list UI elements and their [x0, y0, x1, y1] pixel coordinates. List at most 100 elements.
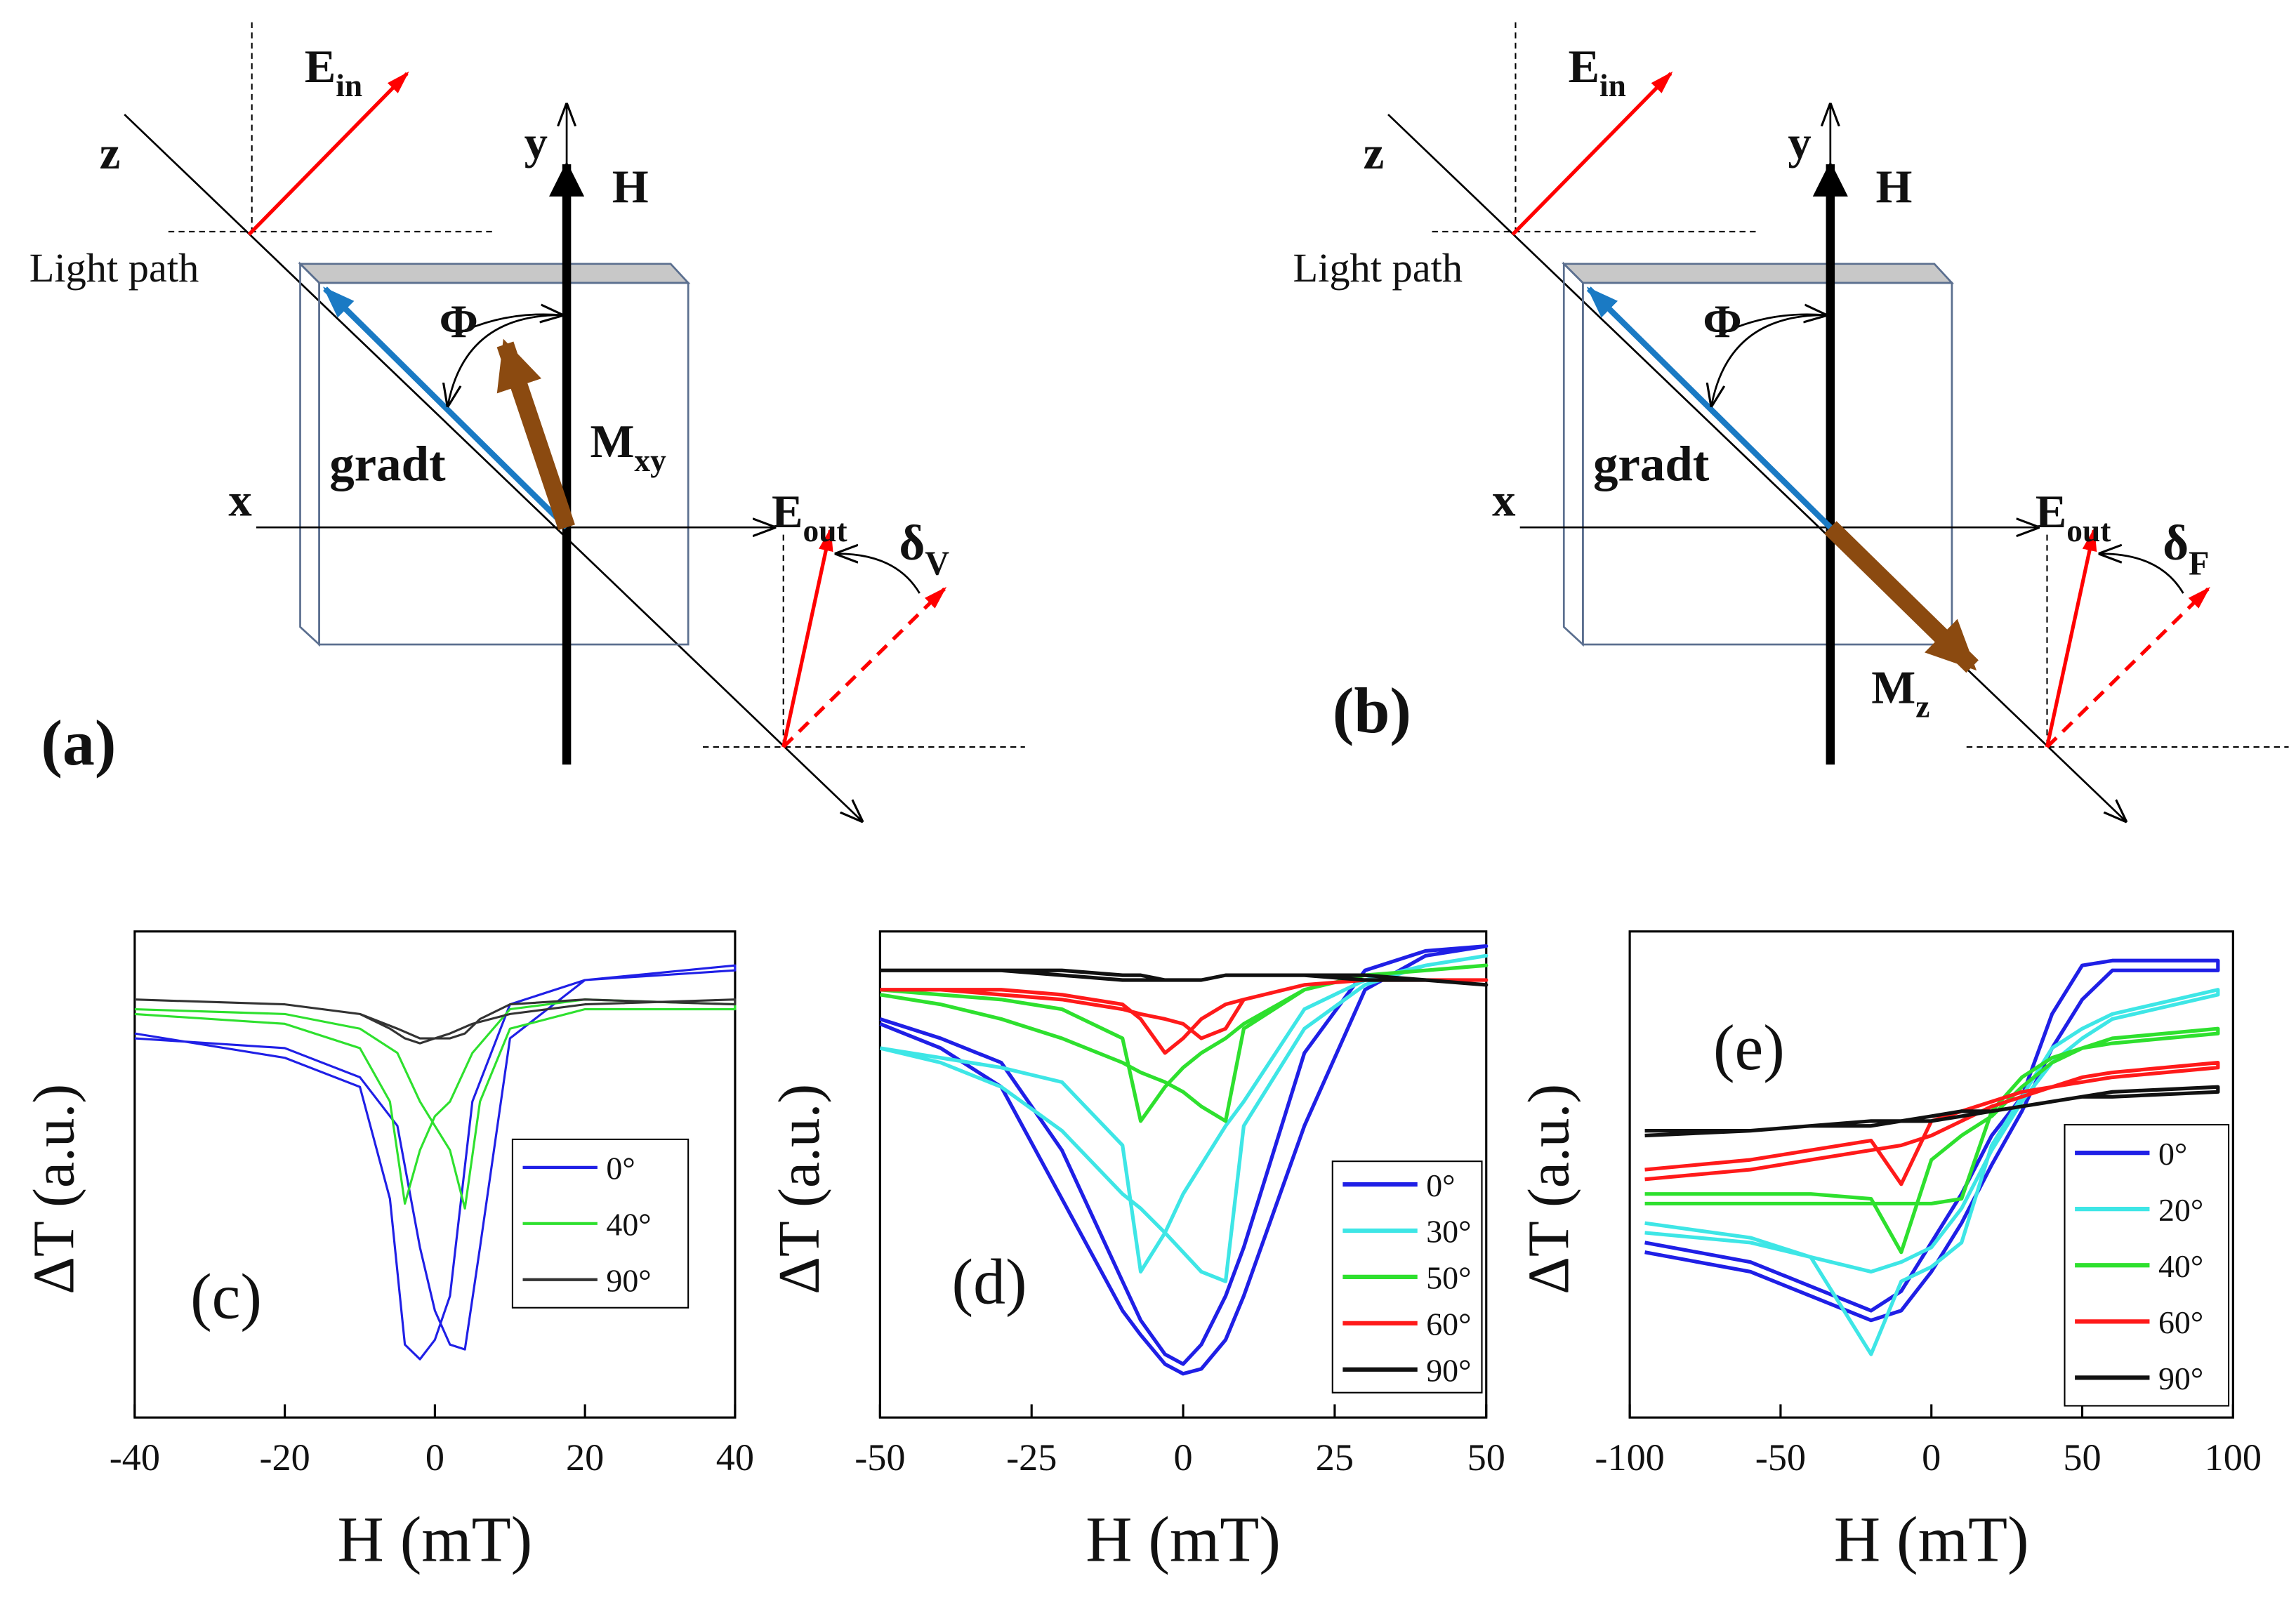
- legend-label: 60°: [1426, 1307, 1471, 1342]
- magnetization-label-sub: z: [1915, 689, 1929, 724]
- eout-label-base: E: [2036, 487, 2067, 538]
- eout-arrow: [2045, 527, 2097, 748]
- x-axis-title: H (mT): [1086, 1504, 1281, 1575]
- eout-label-sub: out: [803, 513, 847, 548]
- x-tick-label: 50: [2063, 1436, 2101, 1479]
- x-tick-label: -50: [1755, 1436, 1806, 1479]
- magnetization-label-base: M: [1871, 662, 1915, 713]
- x-axis-title: H (mT): [1834, 1504, 2029, 1575]
- ein-label-sub: in: [336, 68, 362, 103]
- data-line: [1644, 1061, 2220, 1186]
- panel-label: (a): [41, 707, 116, 779]
- y-label: y: [1788, 118, 1811, 169]
- data-line: [134, 964, 737, 1361]
- legend-label: 0°: [2158, 1136, 2187, 1172]
- x-tick-label: 100: [2205, 1436, 2262, 1479]
- data-line: [1644, 1085, 2220, 1138]
- field-label: H: [612, 161, 649, 213]
- data-line: [1644, 988, 2220, 1356]
- rotation-label-base: δ: [2163, 516, 2189, 571]
- box-front: [318, 282, 690, 646]
- panel-label: (b): [1333, 675, 1411, 746]
- magnetization-arrow: [1824, 521, 1979, 673]
- eout-label: Eout: [2036, 487, 2111, 548]
- x-tick-label: 20: [566, 1436, 604, 1479]
- x-tick-label: 0: [1922, 1436, 1941, 1479]
- x-tick-label: -40: [110, 1436, 160, 1479]
- panel-label: (c): [190, 1260, 262, 1332]
- data-line: [879, 953, 1489, 1283]
- rotation-arc: [2102, 554, 2184, 594]
- legend-label: 40°: [2158, 1248, 2203, 1284]
- angle-arc: [1712, 314, 1825, 404]
- z-label: z: [1364, 128, 1385, 179]
- magnetization-label-sub: xy: [634, 443, 666, 478]
- x-tick-label: 0: [425, 1436, 444, 1479]
- ein-projection: [781, 586, 947, 748]
- rotation-arc: [838, 554, 921, 594]
- z-label: z: [100, 128, 121, 179]
- panel-label: (d): [952, 1245, 1027, 1317]
- legend-label: 50°: [1426, 1260, 1471, 1296]
- box-top: [1561, 263, 1955, 284]
- legend-label: 0°: [1426, 1167, 1455, 1203]
- angle-arc: [448, 314, 561, 404]
- x-label: x: [228, 475, 251, 526]
- gradient-label: gradt: [1593, 437, 1710, 491]
- rotation-label-sub: V: [925, 545, 949, 582]
- angle-label: Φ: [440, 296, 478, 348]
- eout-arrow: [781, 527, 833, 748]
- ein-label: Ein: [1569, 41, 1626, 103]
- magnetization-arrow: [496, 338, 575, 531]
- x-tick-label: 25: [1316, 1436, 1354, 1479]
- z-axis: [124, 114, 861, 820]
- legend-label: 90°: [606, 1262, 651, 1298]
- legend-label: 20°: [2158, 1192, 2203, 1228]
- x-tick-label: -50: [855, 1436, 905, 1479]
- rotation-label: δF: [2163, 516, 2209, 582]
- legend-label: 90°: [1426, 1352, 1471, 1388]
- data-line: [1644, 1026, 2220, 1255]
- ein-arrow: [247, 71, 409, 236]
- ein-projection: [2045, 586, 2210, 748]
- x-axis-title: H (mT): [338, 1504, 533, 1575]
- data-line: [880, 978, 1489, 1055]
- y-axis-title: ΔT (a.u.): [1517, 1084, 1582, 1295]
- ein-arrow: [1511, 71, 1673, 236]
- box-front: [1582, 282, 1953, 646]
- y-axis-title: ΔT (a.u.): [22, 1084, 86, 1295]
- y-axis-title: ΔT (a.u.): [767, 1084, 832, 1295]
- x-tick-label: -20: [259, 1436, 310, 1479]
- gradient-label: gradt: [329, 437, 446, 491]
- data-line: [134, 998, 737, 1210]
- panel-label: (e): [1713, 1012, 1785, 1083]
- legend-label: 40°: [606, 1206, 651, 1242]
- data-line: [880, 968, 1489, 987]
- legend-label: 60°: [2158, 1304, 2203, 1340]
- angle-arc-start: [1720, 315, 1824, 336]
- legend-label: 0°: [606, 1151, 635, 1186]
- eout-label-base: E: [772, 487, 803, 538]
- x-tick-label: -100: [1595, 1436, 1664, 1479]
- legend-label: 90°: [2158, 1361, 2203, 1396]
- angle-label: Φ: [1703, 296, 1741, 348]
- ein-label: Ein: [305, 41, 362, 103]
- light-path-label: Light path: [1293, 245, 1463, 291]
- eout-label: Eout: [772, 487, 847, 548]
- box-side: [299, 261, 320, 647]
- x-tick-label: 50: [1467, 1436, 1505, 1479]
- x-tick-label: 40: [716, 1436, 754, 1479]
- ein-label-base: E: [1569, 41, 1600, 93]
- ein-label-sub: in: [1599, 68, 1626, 103]
- data-line: [134, 998, 737, 1045]
- data-line: [879, 963, 1489, 1123]
- magnetization-label: Mz: [1871, 662, 1929, 724]
- ein-label-base: E: [305, 41, 336, 93]
- legend-label: 30°: [1426, 1214, 1471, 1250]
- y-label: y: [524, 118, 548, 169]
- rotation-label-base: δ: [899, 516, 925, 571]
- field-label: H: [1875, 161, 1912, 213]
- data-line: [879, 944, 1489, 1376]
